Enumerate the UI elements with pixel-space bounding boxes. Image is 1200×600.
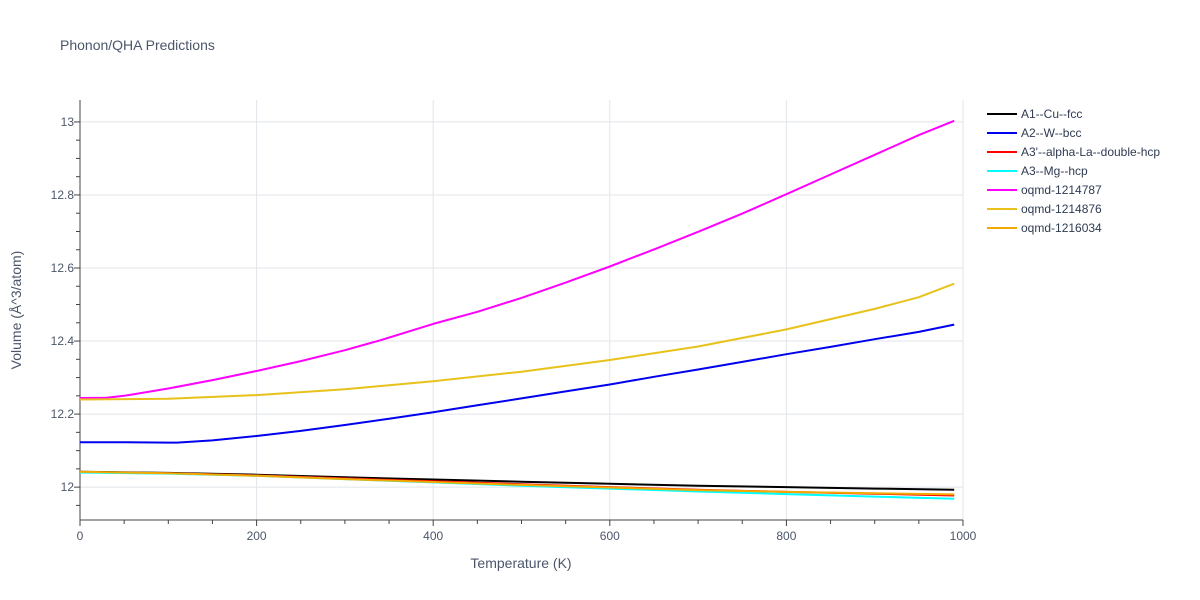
legend-item-oqmd-1214787[interactable]: oqmd-1214787 <box>987 183 1102 197</box>
grid-layer <box>80 100 964 520</box>
legend-label: oqmd-1214876 <box>1021 202 1102 216</box>
legend-item-a3-alpha-la-double-hcp[interactable]: A3'--alpha-La--double-hcp <box>987 145 1160 159</box>
y-tick-label: 12.8 <box>51 188 75 202</box>
x-tick-label: 1000 <box>950 529 977 543</box>
x-tick-label: 0 <box>77 529 84 543</box>
legend-item-a3-mg-hcp[interactable]: A3--Mg--hcp <box>987 164 1088 178</box>
y-axis-title: Volume (Å^3/atom) <box>8 251 24 370</box>
x-tick-label: 400 <box>423 529 443 543</box>
series-line-oqmd-1214876[interactable] <box>79 282 955 401</box>
x-axis-title: Temperature (K) <box>470 555 571 571</box>
axis-layer: 0 200 400 600 800 1000 12 12.2 12.4 12.6 12.8 13 <box>51 100 977 543</box>
legend-item-oqmd-1214876[interactable]: oqmd-1214876 <box>987 202 1102 216</box>
x-tick-label: 800 <box>776 529 796 543</box>
legend[interactable]: A1--Cu--fcc A2--W--bcc A3'--alpha-La--doub… <box>987 107 1160 235</box>
legend-label: A3--Mg--hcp <box>1021 164 1088 178</box>
legend-label: oqmd-1216034 <box>1021 221 1102 235</box>
y-tick-label: 12.2 <box>51 407 75 421</box>
legend-label: A1--Cu--fcc <box>1021 107 1082 121</box>
x-tick-label: 600 <box>600 529 620 543</box>
series-line-oqmd-1216034[interactable] <box>79 470 955 496</box>
y-tick-label: 12.6 <box>51 261 75 275</box>
legend-label: A3'--alpha-La--double-hcp <box>1021 145 1160 159</box>
series-line-oqmd-1214787[interactable] <box>79 119 955 399</box>
chart-title: Phonon/QHA Predictions <box>60 37 215 53</box>
x-tick-label: 200 <box>247 529 267 543</box>
legend-item-oqmd-1216034[interactable]: oqmd-1216034 <box>987 221 1102 235</box>
series-layer <box>79 119 955 500</box>
legend-label: A2--W--bcc <box>1021 126 1081 140</box>
y-tick-label: 12 <box>61 480 75 494</box>
y-tick-label: 13 <box>61 115 75 129</box>
y-tick-label: 12.4 <box>51 334 75 348</box>
legend-label: oqmd-1214787 <box>1021 183 1102 197</box>
series-line-a2-w-bcc[interactable] <box>80 323 955 444</box>
legend-item-a1-cu-fcc[interactable]: A1--Cu--fcc <box>987 107 1082 121</box>
legend-item-a2-w-bcc[interactable]: A2--W--bcc <box>987 126 1081 140</box>
